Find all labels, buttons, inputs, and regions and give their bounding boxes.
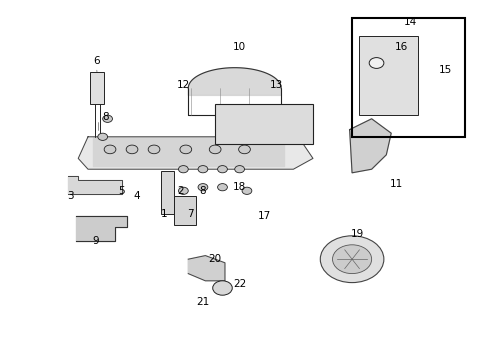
Text: 3: 3	[67, 191, 74, 201]
Text: 7: 7	[187, 209, 194, 219]
Text: 5: 5	[118, 186, 124, 196]
Circle shape	[178, 166, 188, 173]
Circle shape	[198, 166, 207, 173]
Polygon shape	[188, 68, 281, 95]
Text: 4: 4	[133, 191, 140, 201]
Circle shape	[217, 184, 227, 191]
Circle shape	[180, 145, 191, 154]
Bar	[161, 171, 173, 214]
Circle shape	[148, 145, 160, 154]
Circle shape	[368, 58, 383, 68]
Circle shape	[212, 281, 232, 295]
Circle shape	[238, 145, 250, 154]
Text: 14: 14	[403, 17, 417, 27]
Bar	[90, 72, 104, 104]
Circle shape	[104, 145, 116, 154]
Polygon shape	[68, 176, 122, 194]
Circle shape	[209, 145, 221, 154]
Bar	[215, 104, 312, 144]
Text: 17: 17	[257, 211, 270, 221]
Circle shape	[320, 236, 383, 283]
Circle shape	[102, 115, 112, 122]
Bar	[359, 36, 417, 115]
Circle shape	[242, 187, 251, 194]
Text: 6: 6	[93, 56, 100, 66]
Polygon shape	[349, 119, 390, 173]
Text: 2: 2	[177, 186, 184, 196]
Text: 9: 9	[92, 236, 99, 246]
Text: 21: 21	[196, 297, 209, 307]
Bar	[173, 196, 195, 225]
Circle shape	[332, 245, 371, 274]
Circle shape	[234, 166, 244, 173]
Text: 8: 8	[199, 186, 206, 196]
Polygon shape	[188, 256, 224, 281]
Text: 12: 12	[176, 80, 190, 90]
Polygon shape	[76, 216, 127, 241]
Text: 1: 1	[160, 209, 167, 219]
Circle shape	[178, 187, 188, 194]
Text: 15: 15	[437, 65, 451, 75]
Text: 20: 20	[208, 254, 221, 264]
Text: 16: 16	[393, 42, 407, 52]
Text: 13: 13	[269, 80, 283, 90]
Text: 10: 10	[233, 42, 245, 52]
Circle shape	[126, 145, 138, 154]
Bar	[351, 18, 464, 137]
Circle shape	[217, 166, 227, 173]
Polygon shape	[78, 137, 312, 169]
Text: 18: 18	[232, 182, 246, 192]
Circle shape	[198, 184, 207, 191]
Text: 11: 11	[388, 179, 402, 189]
Circle shape	[98, 133, 107, 140]
Text: 8: 8	[102, 112, 108, 122]
Text: 22: 22	[232, 279, 246, 289]
Text: 19: 19	[349, 229, 363, 239]
Polygon shape	[93, 137, 283, 166]
